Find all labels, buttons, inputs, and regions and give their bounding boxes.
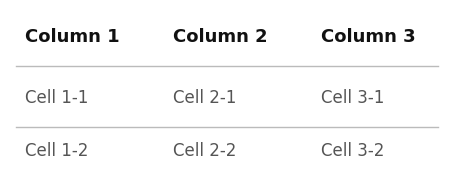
Text: Cell 2-1: Cell 2-1 [173,89,237,107]
Text: Cell 1-2: Cell 1-2 [25,142,89,160]
Text: Column 3: Column 3 [321,28,416,46]
Text: Cell 3-1: Cell 3-1 [321,89,385,107]
Text: Cell 3-2: Cell 3-2 [321,142,385,160]
Text: Cell 1-1: Cell 1-1 [25,89,89,107]
Text: Column 1: Column 1 [25,28,120,46]
Text: Cell 2-2: Cell 2-2 [173,142,237,160]
Text: Column 2: Column 2 [173,28,268,46]
